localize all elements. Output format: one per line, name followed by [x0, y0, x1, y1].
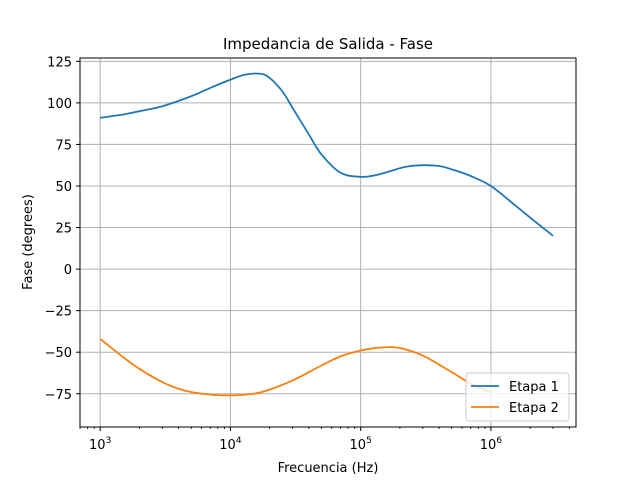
grid: [80, 58, 576, 427]
y-tick-label: 125: [47, 55, 72, 70]
x-tick-label: 105: [350, 436, 372, 453]
series-line-2: [99, 338, 492, 397]
x-tick-label: 106: [480, 436, 503, 453]
y-axis: −75 −50 −25 0 25 50 75 100 125: [45, 55, 80, 403]
legend-label-1: Etapa 1: [509, 380, 559, 395]
x-tick-label: 103: [89, 436, 111, 453]
y-tick-label: 100: [47, 97, 72, 112]
y-tick-label: −25: [45, 305, 72, 320]
x-axis: 103 104 105 106: [79, 427, 570, 453]
legend: Etapa 1 Etapa 2: [465, 372, 570, 422]
y-tick-label: 0: [64, 263, 72, 278]
y-tick-label: 50: [55, 180, 72, 195]
y-tick-label: −75: [45, 388, 72, 403]
series-layer: [99, 72, 554, 397]
legend-box: [465, 372, 570, 422]
y-tick-label: 25: [55, 222, 72, 237]
series-line-1: [100, 72, 554, 237]
y-axis-label: Fase (degrees): [21, 194, 36, 290]
x-tick-label: 104: [219, 436, 242, 453]
plot-frame: [79, 57, 577, 428]
legend-label-2: Etapa 2: [509, 401, 559, 416]
y-tick-label: 75: [55, 138, 72, 153]
y-tick-label: −50: [45, 346, 72, 361]
chart-title: Impedancia de Salida - Fase: [223, 35, 433, 53]
x-axis-label: Frecuencia (Hz): [278, 461, 379, 476]
